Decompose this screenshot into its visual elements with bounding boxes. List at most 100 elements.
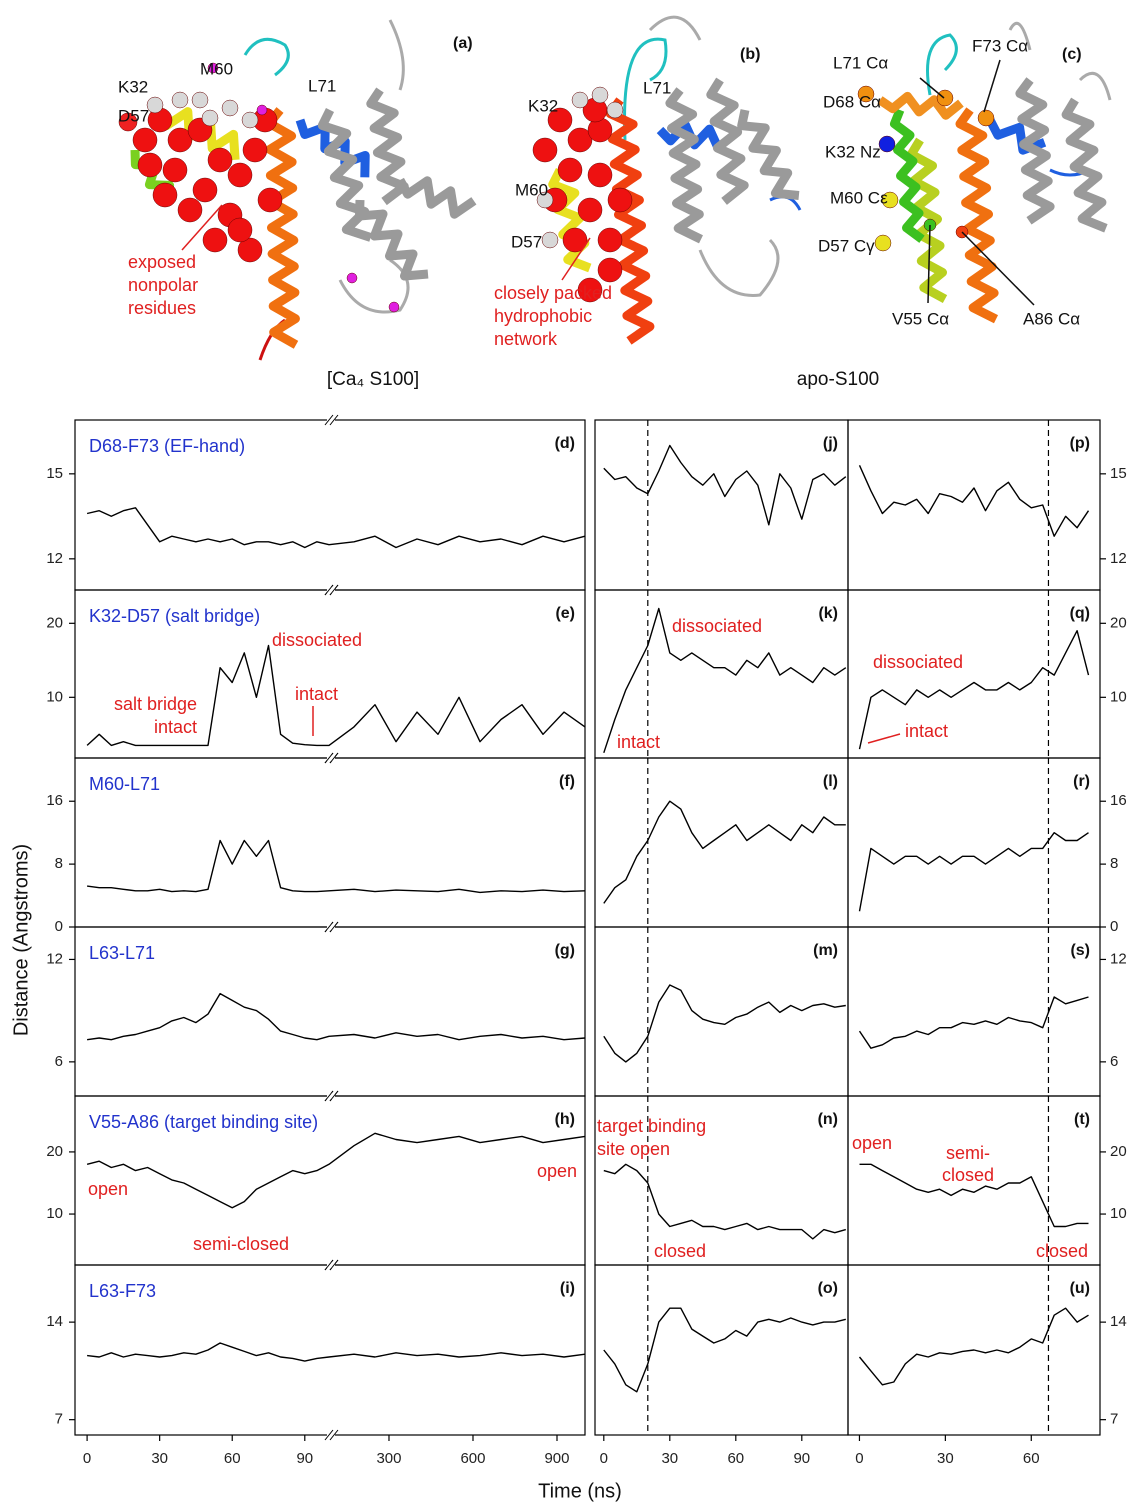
atom: [857, 85, 875, 103]
panel-label: (g): [555, 942, 575, 959]
atom: [241, 111, 259, 129]
pointer: [961, 231, 1035, 306]
annotation: open: [537, 1161, 577, 1181]
trajectory: [859, 1163, 1089, 1228]
axis-break: [329, 1259, 339, 1271]
residue-label: M60: [200, 59, 233, 78]
axis-break: [329, 752, 339, 764]
residue-label: F73 Cα: [972, 36, 1028, 55]
atom: [207, 62, 219, 74]
trajectory: [858, 630, 1090, 750]
x-axis-label: Time (ns): [538, 1480, 622, 1502]
atom: [532, 137, 558, 163]
atom: [137, 152, 163, 178]
axis-break-gap: [326, 1432, 335, 1438]
y-tick-label: 6: [1110, 1053, 1118, 1070]
y-tick-label: 10: [1110, 1205, 1127, 1222]
loop: [1078, 71, 1112, 101]
y-tick-label: 10: [46, 1205, 63, 1222]
y-tick-label: 12: [46, 950, 63, 967]
panel-label: (l): [823, 773, 838, 790]
atom: [167, 127, 193, 153]
loop: [623, 37, 668, 141]
panel-label: (t): [1074, 1111, 1090, 1128]
atom: [881, 191, 899, 209]
y-tick-label: 20: [1110, 1143, 1127, 1160]
residue-label: K32 Nz: [825, 142, 881, 161]
atom: [577, 277, 603, 303]
trajectory: [603, 607, 847, 754]
panel-label: (k): [818, 605, 838, 622]
panel-label: (n): [818, 1111, 838, 1128]
atom: [597, 227, 623, 253]
pointer: [919, 77, 945, 99]
atom: [541, 231, 559, 249]
panel-label: (b): [740, 46, 760, 63]
helix: [906, 137, 948, 304]
panel-frame: [847, 1264, 1101, 1436]
atom: [162, 157, 188, 183]
annotation: target binding: [597, 1116, 706, 1136]
atom: [237, 237, 263, 263]
atom: [874, 234, 892, 252]
caption: apo-S100: [797, 369, 879, 390]
residue-label: L71 Cα: [833, 53, 888, 72]
residue-label: K32: [528, 96, 558, 115]
loop: [648, 15, 702, 41]
axis-break-gap: [326, 1093, 335, 1099]
panel-label: (e): [555, 605, 575, 622]
pointer: [983, 59, 1001, 113]
atom: [567, 127, 593, 153]
atom: [152, 182, 178, 208]
panel-title: D68-F73 (EF-hand): [89, 436, 245, 456]
pointer: [927, 224, 931, 304]
panel-frame: [594, 926, 849, 1097]
panel-frame: [847, 419, 1101, 591]
panel-label: (u): [1070, 1280, 1090, 1297]
x-tick-label: 0: [855, 1450, 863, 1467]
y-tick-label: 0: [1110, 918, 1118, 935]
atom: [587, 162, 613, 188]
atom: [201, 109, 219, 127]
panel-frame: [594, 757, 849, 928]
annotation: intact: [154, 717, 197, 737]
trajectory: [858, 1307, 1089, 1386]
atom: [221, 99, 239, 117]
residue-label: L71: [643, 78, 671, 97]
panel-title: L63-F73: [89, 1281, 156, 1301]
helix: [355, 199, 429, 281]
atom: [562, 227, 588, 253]
axis-break: [329, 1429, 339, 1441]
axis-break-gap: [326, 1262, 335, 1268]
atom: [346, 272, 358, 284]
annotation: closely packed: [494, 283, 612, 303]
x-tick-label: 30: [151, 1450, 168, 1467]
annotation: salt bridge: [114, 694, 197, 714]
y-tick-label: 8: [55, 855, 63, 872]
residue-label: M60 Cε: [830, 188, 888, 207]
panel-label: (j): [823, 435, 838, 452]
annotation: open: [852, 1133, 892, 1153]
annotation: dissociated: [873, 652, 963, 672]
residue-label: M60: [515, 180, 548, 199]
panel-title: M60-L71: [89, 774, 160, 794]
atom: [177, 197, 203, 223]
atom: [606, 101, 624, 119]
helix: [1061, 97, 1108, 233]
annotation: dissociated: [272, 630, 362, 650]
panel-frame: [594, 1264, 849, 1436]
y-tick-label: 10: [46, 688, 63, 705]
axis-break-gap: [326, 417, 335, 423]
y-tick-label: 16: [46, 792, 63, 809]
axis-break: [329, 584, 339, 596]
trajectory: [858, 832, 1089, 912]
panel-label: (a): [453, 35, 473, 52]
axis-break: [329, 414, 339, 426]
annotation: semi-: [946, 1143, 990, 1163]
y-tick-label: 7: [1110, 1411, 1118, 1428]
atom: [977, 109, 995, 127]
helix: [890, 108, 925, 243]
y-tick-label: 20: [46, 614, 63, 631]
x-tick-label: 0: [83, 1450, 91, 1467]
